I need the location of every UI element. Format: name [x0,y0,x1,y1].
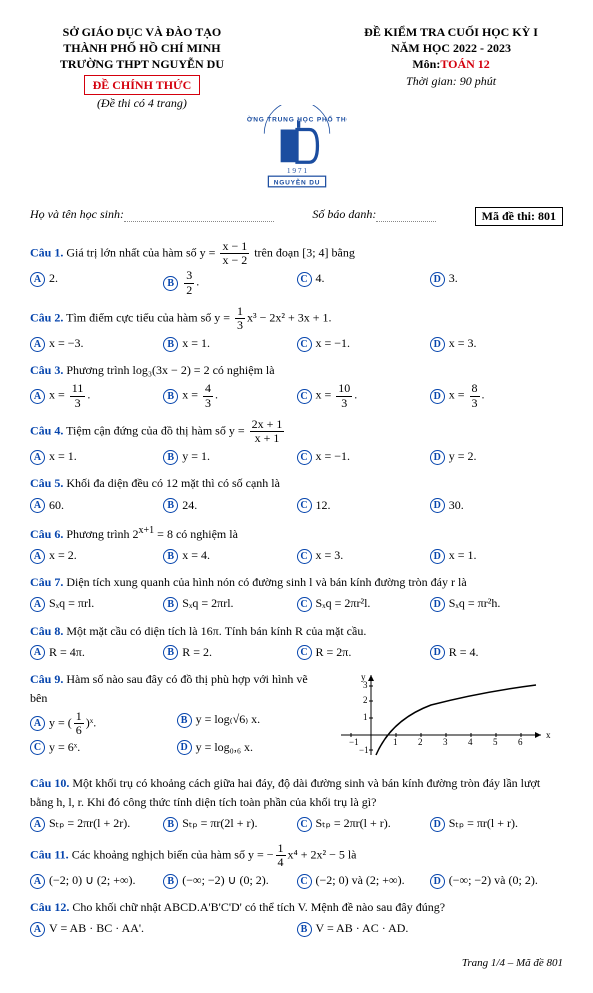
svg-text:1 9 7 1: 1 9 7 1 [286,166,307,175]
svg-text:1: 1 [363,712,368,722]
question-12: Câu 12. Cho khối chữ nhật ABCD.A'B'C'D' … [30,898,563,938]
svg-text:3: 3 [363,680,368,690]
graph-q9: x y −1 1 2 3 4 5 6 −1 1 2 3 [331,670,563,766]
question-8: Câu 8. Một mặt cầu có diện tích là 16π. … [30,622,563,662]
question-5: Câu 5. Khối đa diện đều có 12 mặt thì có… [30,474,563,514]
question-9: Câu 9. Hàm số nào sau đây có đồ thị phù … [30,670,563,766]
question-1: Câu 1. Giá trị lớn nhất của hàm số y = x… [30,240,563,297]
svg-text:5: 5 [493,737,498,747]
svg-text:NGUYỄN DU: NGUYỄN DU [273,177,320,186]
question-10: Câu 10. Một khối trụ có khoảng cách giữa… [30,774,563,834]
hl1: SỞ GIÁO DỤC VÀ ĐÀO TẠO [30,24,254,40]
choice-a-icon: A [30,272,45,287]
svg-text:−1: −1 [359,745,369,755]
school-logo: TRƯỜNG TRUNG HỌC PHỔ THÔNG 1 9 7 1 NGUYỄ… [30,105,563,195]
svg-text:3: 3 [443,737,448,747]
question-7: Câu 7. Diện tích xung quanh của hình nón… [30,573,563,613]
hl3: TRƯỜNG THPT NGUYỄN DU [30,56,254,72]
exam-code: Mã đề thi: 801 [475,207,563,226]
hl2: THÀNH PHỐ HỒ CHÍ MINH [30,40,254,56]
hr4: Thời gian: 90 phút [339,73,563,89]
info-row: Họ và tên học sinh: Số báo danh: Mã đề t… [30,207,563,226]
page-note: (Đề thi có 4 trang) [30,95,254,111]
question-11: Câu 11. Các khoảng nghịch biến của hàm s… [30,842,563,891]
question-2: Câu 2. Tìm điểm cực tiểu của hàm số y = … [30,305,563,354]
hr1: ĐỀ KIỂM TRA CUỐI HỌC KỲ I [339,24,563,40]
choice-b-icon: B [163,276,178,291]
name-field [124,221,274,222]
header-right: ĐỀ KIỂM TRA CUỐI HỌC KỲ I NĂM HỌC 2022 -… [339,24,563,111]
svg-text:4: 4 [468,737,473,747]
official-box: ĐỀ CHÍNH THỨC [84,75,201,95]
sbd-field [376,221,436,222]
name-label: Họ và tên học sinh: [30,207,124,221]
svg-text:1: 1 [393,737,398,747]
choice-d-icon: D [430,272,445,287]
svg-text:−1: −1 [349,737,359,747]
hr3-pre: Môn: [412,57,440,71]
sbd-label: Số báo danh: [312,207,376,221]
choice-c-icon: C [297,272,312,287]
subject: TOÁN 12 [440,57,489,71]
question-3: Câu 3. Phương trình log₃(3x − 2) = 2 có … [30,361,563,410]
svg-text:x: x [546,730,551,740]
svg-text:2: 2 [418,737,423,747]
header-left: SỞ GIÁO DỤC VÀ ĐÀO TẠO THÀNH PHỐ HỒ CHÍ … [30,24,254,111]
question-6: Câu 6. Phương trình 2x+1 = 8 có nghiệm l… [30,523,563,565]
page-footer: Trang 1/4 – Mã đề 801 [30,957,563,969]
header: SỞ GIÁO DỤC VÀ ĐÀO TẠO THÀNH PHỐ HỒ CHÍ … [30,24,563,111]
question-4: Câu 4. Tiệm cận đứng của đồ thị hàm số y… [30,418,563,467]
hr2: NĂM HỌC 2022 - 2023 [339,40,563,56]
svg-text:2: 2 [363,695,368,705]
svg-text:6: 6 [518,737,523,747]
